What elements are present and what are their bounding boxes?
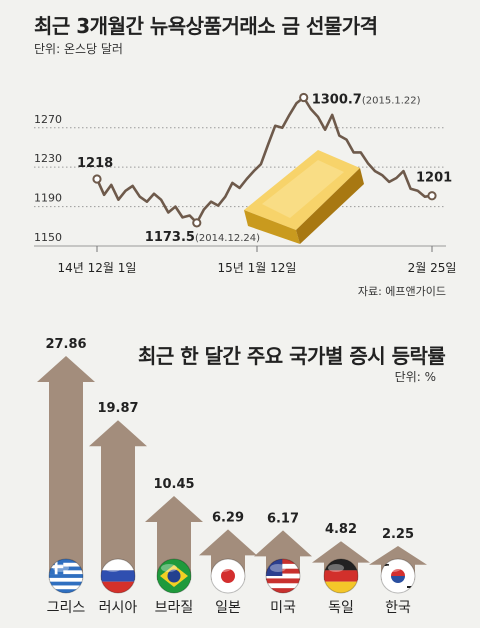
bar-arrow-1 bbox=[37, 356, 95, 580]
gold-chart-source: 자료: 에프앤가이드 bbox=[357, 285, 446, 298]
market-bar-chart: 27.86 그리스 19.87 러시아 10.45 브라질 6.29 일본 6.17 미국 4.82… bbox=[37, 337, 427, 616]
data-label: 1201 bbox=[416, 171, 452, 186]
y-tick-label: 1270 bbox=[34, 113, 62, 126]
x-tick-label: 15년 1월 12일 bbox=[218, 261, 297, 275]
gold-chart-title: 최근 3개월간 뉴욕상품거래소 금 선물가격 bbox=[34, 14, 378, 38]
category-label: 그리스 bbox=[47, 600, 86, 616]
data-label-value: 1173.5 bbox=[145, 230, 195, 245]
y-tick-label: 1150 bbox=[34, 231, 62, 244]
y-tick-label: 1190 bbox=[34, 192, 62, 205]
japan-flag-icon bbox=[210, 558, 246, 594]
category-label: 독일 bbox=[328, 600, 354, 616]
x-tick-label: 14년 12월 1일 bbox=[58, 261, 137, 275]
data-label-value: 1300.7 bbox=[312, 93, 362, 108]
bar-arrow-3 bbox=[145, 496, 203, 580]
data-label: 1300.7(2015.1.22) bbox=[312, 93, 421, 108]
market-chart-title: 최근 한 달간 주요 국가별 증시 등락률 bbox=[138, 344, 446, 368]
market-chart-unit: 단위: % bbox=[394, 370, 436, 384]
data-label-value: 1218 bbox=[77, 156, 113, 171]
russia-flag-icon bbox=[100, 558, 136, 594]
data-label-note: (2014.12.24) bbox=[195, 233, 260, 244]
usa-flag-icon bbox=[265, 558, 301, 594]
bar-value-label: 19.87 bbox=[97, 401, 138, 416]
gold-chart-unit: 단위: 온스당 달러 bbox=[34, 42, 123, 56]
category-label: 일본 bbox=[215, 600, 241, 616]
gold-line-chart: 1270 1230 1190 1150 14년 12월 1일 15년 1월 12일 2월 2… bbox=[34, 92, 457, 275]
korea-flag-icon bbox=[380, 558, 416, 594]
bar-value-label: 27.86 bbox=[45, 337, 86, 352]
bar-value-label: 10.45 bbox=[153, 477, 194, 492]
bar-value-label: 4.82 bbox=[325, 522, 357, 537]
category-label: 브라질 bbox=[155, 600, 194, 616]
category-label: 러시아 bbox=[99, 600, 138, 616]
bar-value-label: 6.29 bbox=[212, 510, 244, 525]
bar-arrow-2 bbox=[89, 420, 147, 580]
annotated-point bbox=[427, 191, 437, 201]
data-label-value: 1201 bbox=[416, 171, 452, 186]
data-label: 1173.5(2014.12.24) bbox=[145, 230, 260, 245]
category-label: 한국 bbox=[385, 600, 411, 616]
germany-flag-icon bbox=[323, 558, 359, 594]
brazil-flag-icon bbox=[156, 558, 192, 594]
gold-price-line bbox=[95, 96, 433, 225]
gold-price-panel: 최근 3개월간 뉴욕상품거래소 금 선물가격 단위: 온스당 달러 1270 12… bbox=[0, 0, 480, 306]
bar-value-label: 2.25 bbox=[382, 527, 414, 542]
bar-value-label: 6.17 bbox=[267, 511, 299, 526]
category-label: 미국 bbox=[270, 600, 296, 616]
data-label: 1218 bbox=[77, 156, 113, 171]
greece-flag-icon bbox=[48, 558, 84, 594]
annotated-point bbox=[92, 174, 102, 184]
annotated-point bbox=[192, 218, 202, 228]
annotated-point bbox=[299, 92, 309, 103]
stock-market-panel: 최근 한 달간 주요 국가별 증시 등락률 단위: % 27.86 그리스 19.8… bbox=[0, 306, 480, 628]
x-tick-label: 2월 25일 bbox=[408, 261, 457, 275]
data-label-note: (2015.1.22) bbox=[362, 96, 421, 107]
y-tick-label: 1230 bbox=[34, 152, 62, 165]
gold-bar-icon bbox=[244, 150, 364, 244]
